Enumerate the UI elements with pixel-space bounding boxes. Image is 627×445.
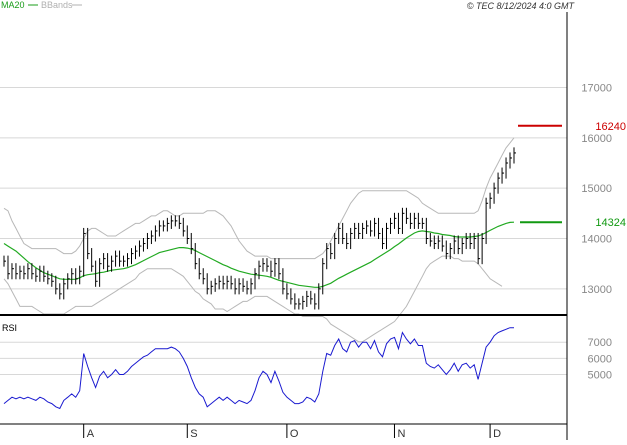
bbands-lower-line: [3, 255, 503, 343]
x-tick-label: N: [397, 428, 405, 440]
price-y-tick-label: 13000: [581, 284, 612, 296]
price-bars: [3, 147, 516, 310]
legend-ma20: MA20: [1, 0, 25, 10]
price-y-tick-label: 14000: [581, 234, 612, 246]
price-gridlines: [0, 87, 567, 290]
rsi-y-tick-label: 6000: [588, 353, 612, 365]
resistance-level-label: 16240: [595, 121, 626, 133]
price-y-tick-label: 17000: [581, 83, 612, 95]
copyright-text: © TEC 8/12/2024 4:0 GMT: [467, 1, 576, 11]
y-tick-labels: 13000 14000 15000 16000 17000 5000 6000 7000: [581, 83, 612, 382]
rsi-line: [3, 327, 514, 410]
x-tick-label: A: [87, 428, 95, 440]
price-y-tick-label: 16000: [581, 133, 612, 145]
x-tick-label: S: [190, 428, 197, 440]
target-levels: 16240 14324: [518, 121, 626, 229]
x-tick-marks: [83, 424, 491, 438]
x-tick-label: O: [290, 428, 299, 440]
support-level-label: 14324: [595, 217, 626, 229]
legend-bbands: BBands: [41, 0, 73, 10]
x-tick-label: D: [493, 428, 501, 440]
rsi-gridlines: [0, 341, 567, 376]
bbands-upper-line: [3, 137, 515, 260]
bollinger-bands: [3, 137, 515, 343]
price-y-tick-label: 15000: [581, 183, 612, 195]
rsi-path: [3, 327, 514, 410]
rsi-y-tick-label: 5000: [588, 370, 612, 382]
rsi-panel-title: RSI: [2, 323, 17, 333]
rsi-y-tick-label: 7000: [588, 337, 612, 349]
